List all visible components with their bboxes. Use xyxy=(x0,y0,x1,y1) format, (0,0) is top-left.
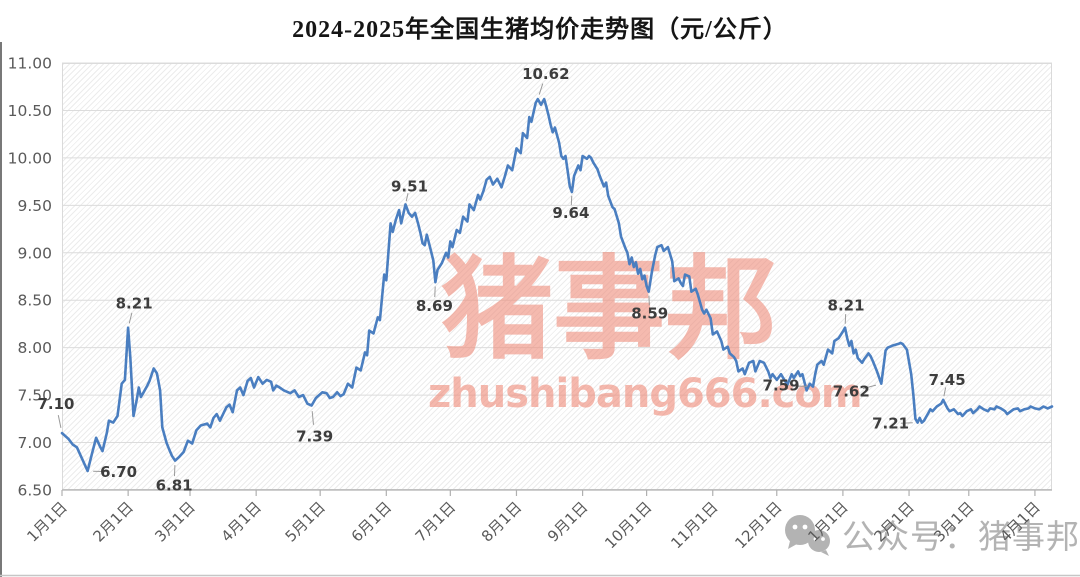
y-axis-label: 10.00 xyxy=(8,149,52,167)
data-label: 7.10 xyxy=(37,395,74,413)
data-label: 8.69 xyxy=(416,297,453,315)
data-label: 7.59 xyxy=(763,377,800,395)
y-axis-label: 11.00 xyxy=(8,55,52,73)
y-axis-label: 8.50 xyxy=(17,292,52,310)
annotation-leader xyxy=(311,411,314,425)
data-label: 8.59 xyxy=(631,305,668,323)
data-label: 7.21 xyxy=(872,415,909,433)
y-axis-label: 9.00 xyxy=(17,244,52,262)
chart-title: 2024-2025年全国生猪均价走势图（元/公斤） xyxy=(292,17,788,43)
data-label: 7.45 xyxy=(929,371,966,389)
annotation-leader xyxy=(128,312,133,324)
data-label: 6.81 xyxy=(156,477,193,495)
data-label: 8.21 xyxy=(116,295,153,313)
wechat-watermark: 公众号：猪事邦 xyxy=(780,510,1080,558)
annotation-leader xyxy=(405,193,409,202)
data-label: 7.39 xyxy=(296,428,333,446)
data-label: 6.70 xyxy=(100,463,137,481)
annotation-leader xyxy=(57,414,62,428)
wechat-icon xyxy=(785,515,830,556)
y-axis-label: 7.50 xyxy=(17,387,52,405)
watermark-brand: 猪事邦 xyxy=(441,245,777,375)
price-line xyxy=(60,97,1054,473)
annotation-leader xyxy=(943,387,947,397)
y-axis-label: 7.00 xyxy=(17,434,52,452)
data-label: 9.51 xyxy=(391,177,428,195)
annotation-leader xyxy=(538,83,544,95)
data-label: 7.62 xyxy=(833,383,870,401)
data-label: 8.21 xyxy=(828,297,865,315)
y-axis-label: 9.50 xyxy=(17,197,52,215)
y-axis-label: 6.50 xyxy=(17,482,52,500)
data-label: 10.62 xyxy=(522,65,569,83)
y-axis-label: 10.50 xyxy=(8,102,52,120)
annotation-leader xyxy=(862,384,877,390)
wechat-watermark-label: 公众号：猪事邦 xyxy=(842,517,1080,556)
data-label: 9.64 xyxy=(552,204,589,222)
y-axis-label: 8.00 xyxy=(17,339,52,357)
